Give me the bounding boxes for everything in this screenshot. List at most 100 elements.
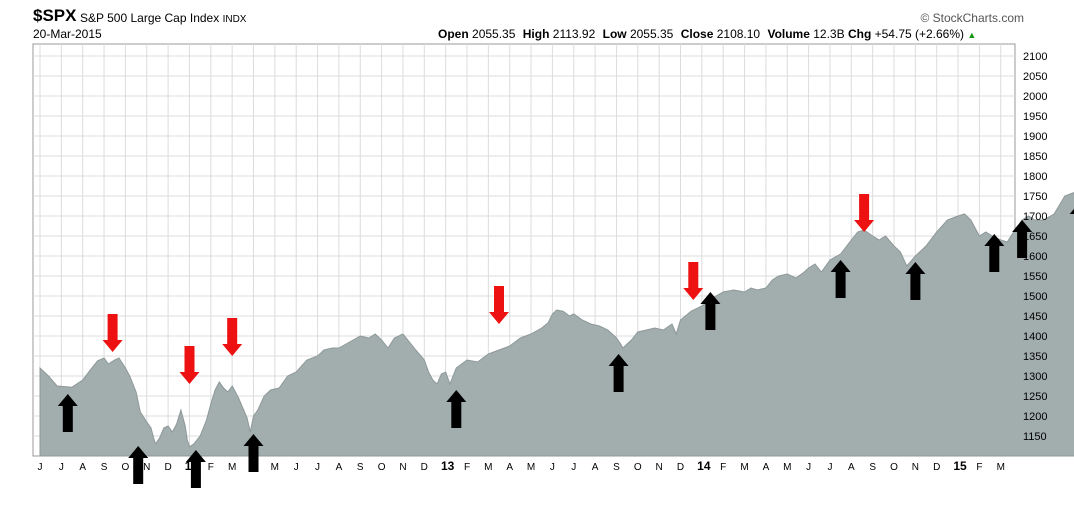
- y-tick-label: 1450: [1023, 311, 1047, 323]
- up-arrow-icon: [446, 390, 467, 428]
- x-tick-label: J: [59, 462, 64, 473]
- up-arrow-icon: [984, 234, 1005, 272]
- up-arrow-icon: [700, 292, 721, 330]
- y-tick-label: 2000: [1023, 91, 1047, 103]
- x-tick-label: D: [677, 462, 684, 473]
- down-arrow-icon: [854, 194, 875, 232]
- y-axis-labels: 1150 1200 1250 1300 1350 1400 1450 1500 1550 1600…: [1023, 51, 1047, 443]
- down-arrow-icon: [179, 346, 200, 384]
- down-arrow-icon: [222, 318, 243, 356]
- chg-label: Chg: [847, 27, 872, 41]
- up-arrow-icon: [57, 394, 78, 432]
- y-tick-label: 2100: [1023, 51, 1047, 63]
- x-tick-label: M: [228, 462, 236, 473]
- chg-value: +54.75 (+2.66%): [874, 27, 965, 41]
- down-arrow-icon: [102, 314, 123, 352]
- x-tick-label: A: [79, 462, 86, 473]
- x-tick-label: D: [421, 462, 428, 473]
- up-arrow-icon: [185, 450, 206, 488]
- x-tick-label: O: [634, 462, 642, 473]
- y-tick-label: 1150: [1023, 431, 1047, 443]
- x-tick-label: J: [550, 462, 555, 473]
- x-tick-label: M: [997, 462, 1005, 473]
- x-tick-label: S: [869, 462, 876, 473]
- close-label: Close: [680, 27, 714, 41]
- y-tick-label: 2050: [1023, 71, 1047, 83]
- open-value: 2055.35: [472, 27, 516, 41]
- high-label: High: [522, 27, 550, 41]
- x-tick-label: O: [378, 462, 386, 473]
- y-tick-label: 1250: [1023, 391, 1047, 403]
- low-value: 2055.35: [629, 27, 674, 41]
- chart-date: 20-Mar-2015: [33, 27, 102, 41]
- index-full-name: S&P 500 Large Cap Index: [80, 11, 220, 25]
- x-tick-label: J: [806, 462, 811, 473]
- close-value: 2108.10: [716, 27, 761, 41]
- x-tick-label: A: [506, 462, 513, 473]
- x-tick-label: J: [294, 462, 299, 473]
- price-area: [39, 192, 1074, 457]
- x-tick-label: F: [464, 462, 470, 473]
- x-tick-label: 14: [697, 459, 711, 473]
- y-tick-label: 1600: [1023, 251, 1047, 263]
- high-value: 2113.92: [552, 27, 596, 41]
- x-tick-label: S: [101, 462, 108, 473]
- up-arrow-icon: [830, 260, 851, 298]
- x-tick-label: F: [976, 462, 982, 473]
- index-symbol: $SPX: [33, 6, 77, 25]
- x-tick-label: N: [656, 462, 663, 473]
- low-label: Low: [602, 27, 627, 41]
- x-tick-label: S: [613, 462, 620, 473]
- x-tick-label: D: [164, 462, 171, 473]
- open-label: Open: [438, 27, 469, 41]
- up-arrow-icon: [905, 262, 926, 300]
- x-tick-label: O: [122, 462, 130, 473]
- y-tick-label: 1850: [1023, 151, 1047, 163]
- index-name: S&P 500 Large Cap Index INDX: [80, 11, 246, 25]
- volume-value: 12.3B: [813, 27, 845, 41]
- y-tick-label: 1500: [1023, 291, 1047, 303]
- x-tick-label: N: [143, 462, 150, 473]
- x-tick-label: J: [827, 462, 832, 473]
- exchange-code: INDX: [222, 14, 247, 25]
- x-tick-label: M: [783, 462, 791, 473]
- y-tick-label: 1350: [1023, 351, 1047, 363]
- x-tick-label: M: [271, 462, 279, 473]
- x-tick-label: J: [38, 462, 43, 473]
- down-arrow-icon: [489, 286, 509, 324]
- y-tick-label: 1300: [1023, 371, 1047, 383]
- down-arrow-icon: [683, 262, 704, 300]
- x-tick-label: F: [208, 462, 214, 473]
- x-tick-label: F: [720, 462, 726, 473]
- x-tick-label: O: [890, 462, 898, 473]
- x-tick-label: A: [848, 462, 855, 473]
- volume-label: Volume: [767, 27, 810, 41]
- quote-bar: Open 2055.35 High 2113.92 Low 2055.35 Cl…: [438, 27, 976, 41]
- y-tick-label: 1650: [1023, 231, 1047, 243]
- x-tick-label: M: [527, 462, 535, 473]
- up-arrow-icon: [1012, 220, 1033, 258]
- arrow-markers: [57, 194, 1074, 488]
- y-tick-label: 1700: [1023, 211, 1047, 223]
- x-tick-label: N: [399, 462, 406, 473]
- chg-up-icon: ▲: [967, 30, 977, 40]
- x-tick-label: M: [740, 462, 748, 473]
- up-arrow-icon: [608, 354, 629, 392]
- y-tick-label: 1800: [1023, 171, 1047, 183]
- x-tick-label: N: [912, 462, 919, 473]
- brand-watermark: © StockCharts.com: [920, 11, 1024, 25]
- x-tick-label: A: [336, 462, 343, 473]
- x-tick-label: J: [315, 462, 320, 473]
- x-tick-label: J: [571, 462, 576, 473]
- y-tick-label: 1750: [1023, 191, 1047, 203]
- x-tick-label: A: [763, 462, 770, 473]
- up-arrow-icon: [243, 434, 264, 472]
- x-tick-label: 15: [953, 459, 967, 473]
- x-tick-label: D: [933, 462, 940, 473]
- y-tick-label: 1900: [1023, 131, 1047, 143]
- y-tick-label: 1950: [1023, 111, 1047, 123]
- series-area: [39, 192, 1074, 457]
- up-arrow-icon: [128, 446, 149, 484]
- y-tick-label: 1550: [1023, 271, 1047, 283]
